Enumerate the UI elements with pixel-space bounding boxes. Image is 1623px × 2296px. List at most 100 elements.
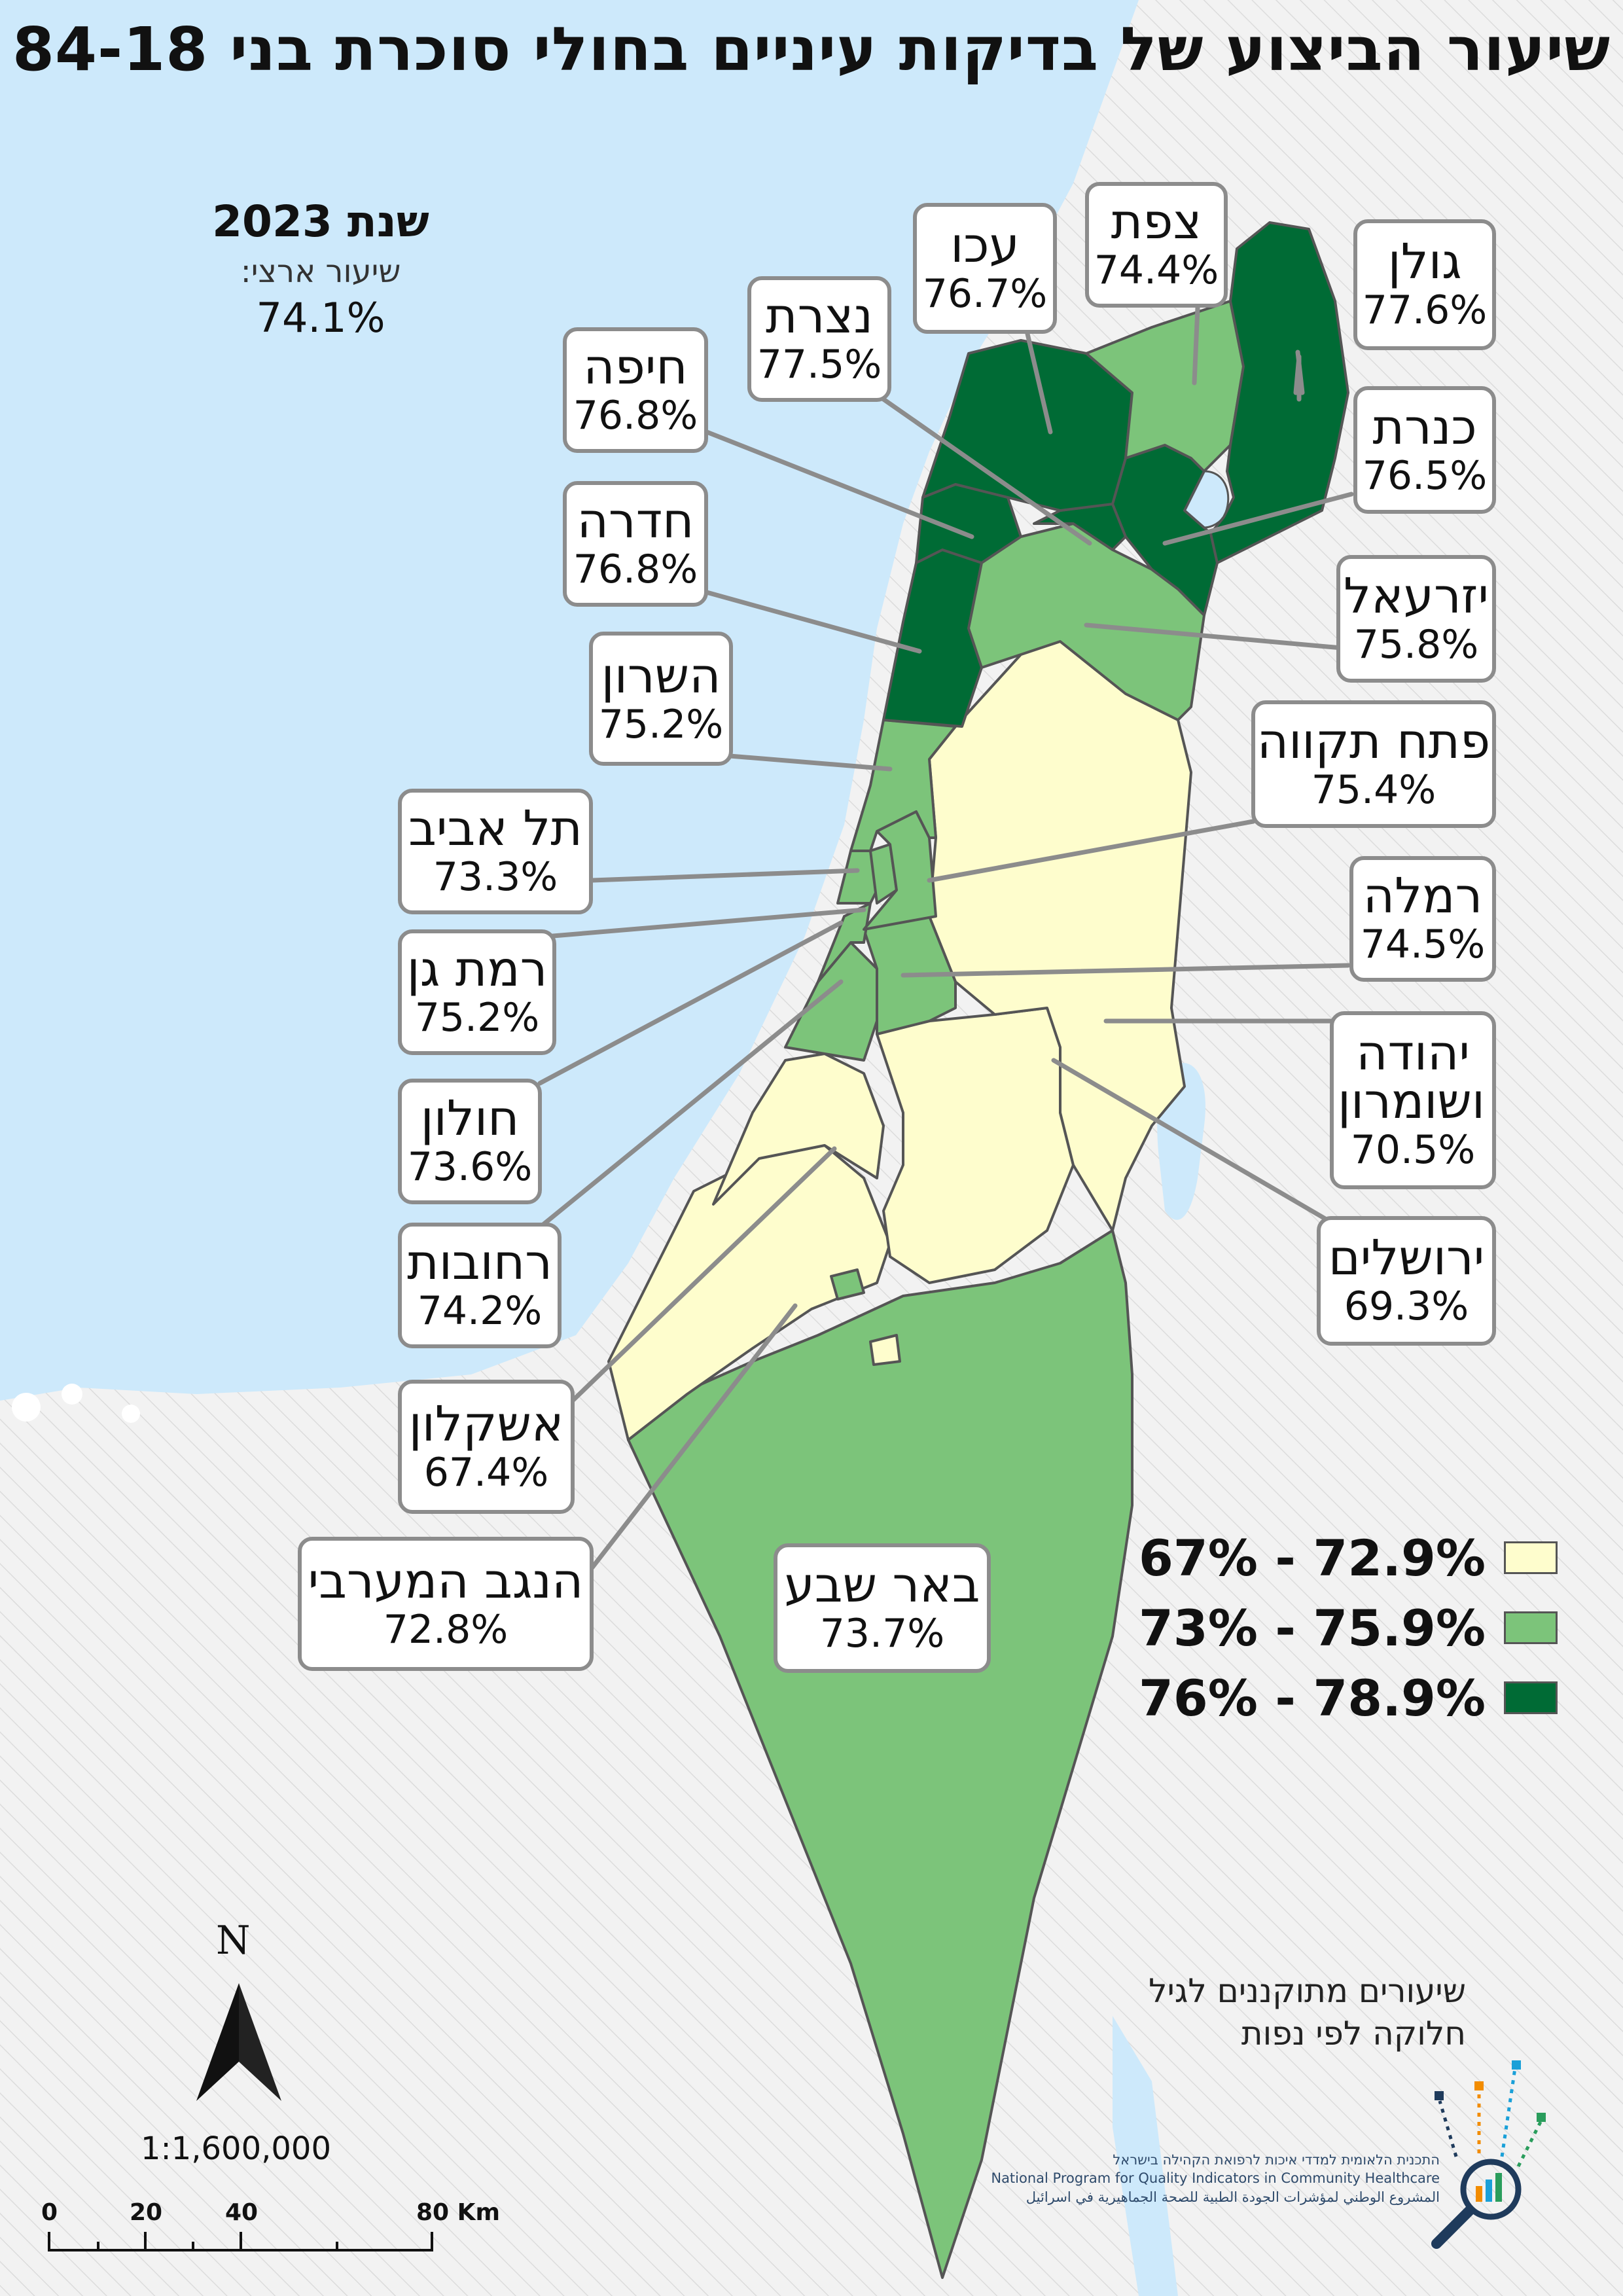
district-beer-sheva[interactable] xyxy=(627,1229,1133,2279)
scale-tick: 40 xyxy=(225,2199,259,2226)
district-value: 69.3% xyxy=(1344,1283,1469,1329)
national-rate-label: שיעור ארצי: xyxy=(240,253,401,290)
callout-ramat-gan[interactable]: רמת גן 75.2% xyxy=(398,929,556,1055)
callout-rehovot[interactable]: רחובות 74.2% xyxy=(398,1223,562,1348)
district-value: 67.4% xyxy=(423,1449,549,1496)
org-logo-icon xyxy=(1431,2060,1546,2249)
district-value: 73.3% xyxy=(433,854,558,900)
org-name-hebrew: התכנית הלאומית למדדי איכות לרפואת הקהילה… xyxy=(1113,2152,1440,2168)
callout-sharon[interactable]: השרון 75.2% xyxy=(589,632,733,766)
callout-jezreel[interactable]: יזרעאל 75.8% xyxy=(1336,555,1496,683)
district-value: 76.5% xyxy=(1362,452,1488,499)
callout-beer-sheva[interactable]: באר שבע 73.7% xyxy=(774,1543,991,1673)
district-value: 73.6% xyxy=(407,1144,533,1190)
callout-hadera[interactable]: חדרה 76.8% xyxy=(563,481,708,607)
legend-swatch-mid xyxy=(1504,1611,1558,1644)
district-value: 74.4% xyxy=(1094,247,1219,293)
district-ashkelon[interactable] xyxy=(712,1052,885,1206)
district-name: ירושלים xyxy=(1328,1230,1485,1286)
district-value: 74.5% xyxy=(1360,922,1486,967)
district-name: צפת xyxy=(1111,194,1202,250)
legend-swatch-high xyxy=(1504,1681,1558,1714)
north-label: N xyxy=(216,1918,251,1964)
callout-kinneret[interactable]: כנרת 76.5% xyxy=(1353,386,1496,514)
district-name: רמלה xyxy=(1363,868,1483,924)
org-credits: התכנית הלאומית למדדי איכות לרפואת הקהילה… xyxy=(942,2151,1440,2206)
callout-haifa[interactable]: חיפה 76.8% xyxy=(563,327,708,453)
district-name: פתח תקווה xyxy=(1257,713,1491,770)
district-value: 77.5% xyxy=(757,342,882,387)
legend-label: 76% - 78.9% xyxy=(1139,1668,1486,1727)
north-arrow-icon xyxy=(196,1983,281,2101)
year-title: שנת 2023 xyxy=(212,196,429,247)
methodology-note: שיעורים מתוקננים לגיל חלוקה לפי נפות xyxy=(1047,1970,1466,2055)
legend-item-high: 76% - 78.9% xyxy=(1139,1668,1558,1727)
district-name: רחובות xyxy=(407,1234,552,1291)
district-name: רמת גן xyxy=(406,941,548,997)
district-value: 75.8% xyxy=(1353,621,1479,668)
district-value: 75.2% xyxy=(414,995,540,1041)
district-name: חדרה xyxy=(577,493,694,549)
district-holon[interactable] xyxy=(817,902,872,983)
leader-lines xyxy=(537,305,1354,1570)
scale-tick: 0 xyxy=(41,2199,58,2226)
callout-jerusalem[interactable]: ירושלים 69.3% xyxy=(1317,1216,1496,1346)
callout-nazareth[interactable]: נצרת 77.5% xyxy=(747,276,891,402)
district-name: חולון xyxy=(420,1090,520,1147)
district-value: 77.6% xyxy=(1362,287,1488,333)
national-rate-value: 74.1% xyxy=(256,294,385,342)
note-line: שיעורים מתוקננים לגיל xyxy=(1149,1972,1466,2010)
enclave-patch xyxy=(869,1334,901,1366)
legend-item-mid: 73% - 75.9% xyxy=(1139,1598,1558,1657)
district-name: יזרעאל xyxy=(1344,567,1489,624)
district-safed[interactable] xyxy=(1085,300,1245,473)
year-block: שנת 2023 שיעור ארצי: 74.1% xyxy=(164,196,478,342)
scale-bar xyxy=(48,2232,433,2251)
district-value: 76.8% xyxy=(573,547,698,592)
district-name: הנגב המערבי xyxy=(308,1552,584,1609)
district-name: עכו xyxy=(950,217,1020,274)
district-name: כנרת xyxy=(1372,399,1477,456)
org-name-arabic: المشروع الوطني لمؤشرات الجودة الطبية للص… xyxy=(1026,2189,1440,2205)
district-value: 74.2% xyxy=(417,1288,543,1334)
org-name-english: National Program for Quality Indicators … xyxy=(991,2170,1440,2187)
coast-islets xyxy=(12,1384,140,1423)
district-name: נצרת xyxy=(766,288,873,344)
district-sharon[interactable] xyxy=(849,719,957,852)
district-name: השרון xyxy=(601,647,721,704)
scale-tick: 80 Km xyxy=(416,2199,501,2226)
map-title: שיעור הביצוע של בדיקות עיניים בחולי סוכר… xyxy=(12,14,1611,84)
callout-safed[interactable]: צפת 74.4% xyxy=(1085,182,1228,308)
scale-tick: 20 xyxy=(130,2199,163,2226)
district-value: 73.7% xyxy=(819,1611,945,1657)
district-name: אשקלון xyxy=(408,1395,564,1452)
callout-acre[interactable]: עכו 76.7% xyxy=(913,203,1057,334)
callout-ramla[interactable]: רמלה 74.5% xyxy=(1349,856,1496,982)
district-golan[interactable] xyxy=(1209,221,1349,564)
legend-item-low: 67% - 72.9% xyxy=(1139,1528,1558,1587)
callout-petah-tikva[interactable]: פתח תקווה 75.4% xyxy=(1251,700,1496,828)
enclave-patch xyxy=(830,1268,865,1300)
callout-tel-aviv[interactable]: תל אביב 73.3% xyxy=(398,789,593,914)
callout-western-negev[interactable]: הנגב המערבי 72.8% xyxy=(298,1537,594,1671)
red-sea-gulf xyxy=(1113,2016,1178,2296)
legend-swatch-low xyxy=(1504,1541,1558,1574)
legend-label: 73% - 75.9% xyxy=(1139,1598,1486,1657)
callout-ashkelon[interactable]: אשקלון 67.4% xyxy=(398,1380,575,1514)
district-name: יהודה ושומרון xyxy=(1337,1025,1485,1130)
district-name: גולן xyxy=(1387,234,1462,290)
district-name: חיפה xyxy=(583,339,688,395)
district-value: 72.8% xyxy=(383,1606,508,1653)
legend-label: 67% - 72.9% xyxy=(1139,1528,1486,1587)
district-value: 75.2% xyxy=(598,701,724,747)
callout-judea-samaria[interactable]: יהודה ושומרון 70.5% xyxy=(1330,1011,1496,1189)
district-value: 76.7% xyxy=(922,271,1048,317)
district-value: 70.5% xyxy=(1350,1127,1476,1173)
district-value: 75.4% xyxy=(1311,766,1436,813)
callout-golan[interactable]: גולן 77.6% xyxy=(1353,219,1496,350)
district-name: תל אביב xyxy=(408,800,582,857)
district-name: באר שבע xyxy=(784,1557,980,1613)
callout-holon[interactable]: חולון 73.6% xyxy=(398,1079,542,1204)
scale-ratio: 1:1,600,000 xyxy=(141,2130,331,2167)
note-line: חלוקה לפי נפות xyxy=(1241,2015,1466,2053)
